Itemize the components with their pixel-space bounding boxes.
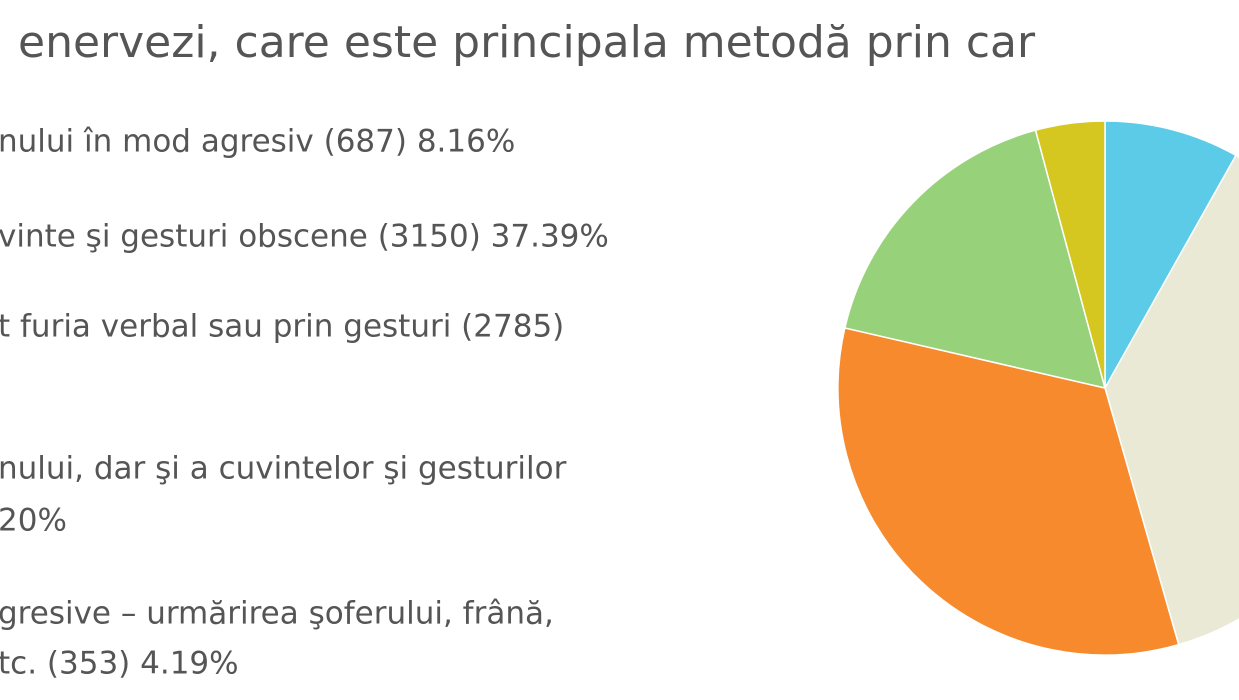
legend-label: gresive – urmărirea şoferului, frână,: [0, 596, 554, 632]
pie-slice: [1034, 120, 1106, 389]
pie-slice: [1104, 120, 1237, 391]
pie-slice: [1104, 154, 1239, 646]
legend-label: tc. (353) 4.19%: [0, 646, 239, 682]
legend-label: vinte şi gesturi obscene (3150) 37.39%: [0, 219, 609, 255]
legend-label: 20%: [0, 503, 67, 539]
poll-title: enervezi, care este principala metodă pr…: [18, 17, 1036, 68]
legend-label: nului în mod agresiv (687) 8.16%: [0, 124, 515, 160]
legend-label: t furia verbal sau prin gesturi (2785): [0, 309, 564, 345]
pie-slice: [843, 129, 1107, 390]
pie-slice: [837, 327, 1180, 656]
legend-label: nului, dar şi a cuvintelor şi gesturilor: [0, 451, 567, 487]
